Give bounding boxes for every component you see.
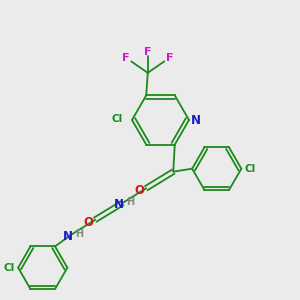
Text: N: N (114, 198, 124, 211)
Text: Cl: Cl (245, 164, 256, 174)
Text: O: O (135, 184, 145, 197)
Text: Cl: Cl (4, 263, 15, 273)
Text: Cl: Cl (112, 113, 123, 124)
Text: F: F (144, 47, 152, 57)
Text: H: H (75, 229, 83, 239)
Text: H: H (126, 197, 134, 207)
Text: N: N (190, 113, 201, 127)
Text: N: N (63, 230, 73, 243)
Text: F: F (166, 53, 173, 63)
Text: F: F (122, 53, 130, 63)
Text: O: O (84, 216, 94, 229)
